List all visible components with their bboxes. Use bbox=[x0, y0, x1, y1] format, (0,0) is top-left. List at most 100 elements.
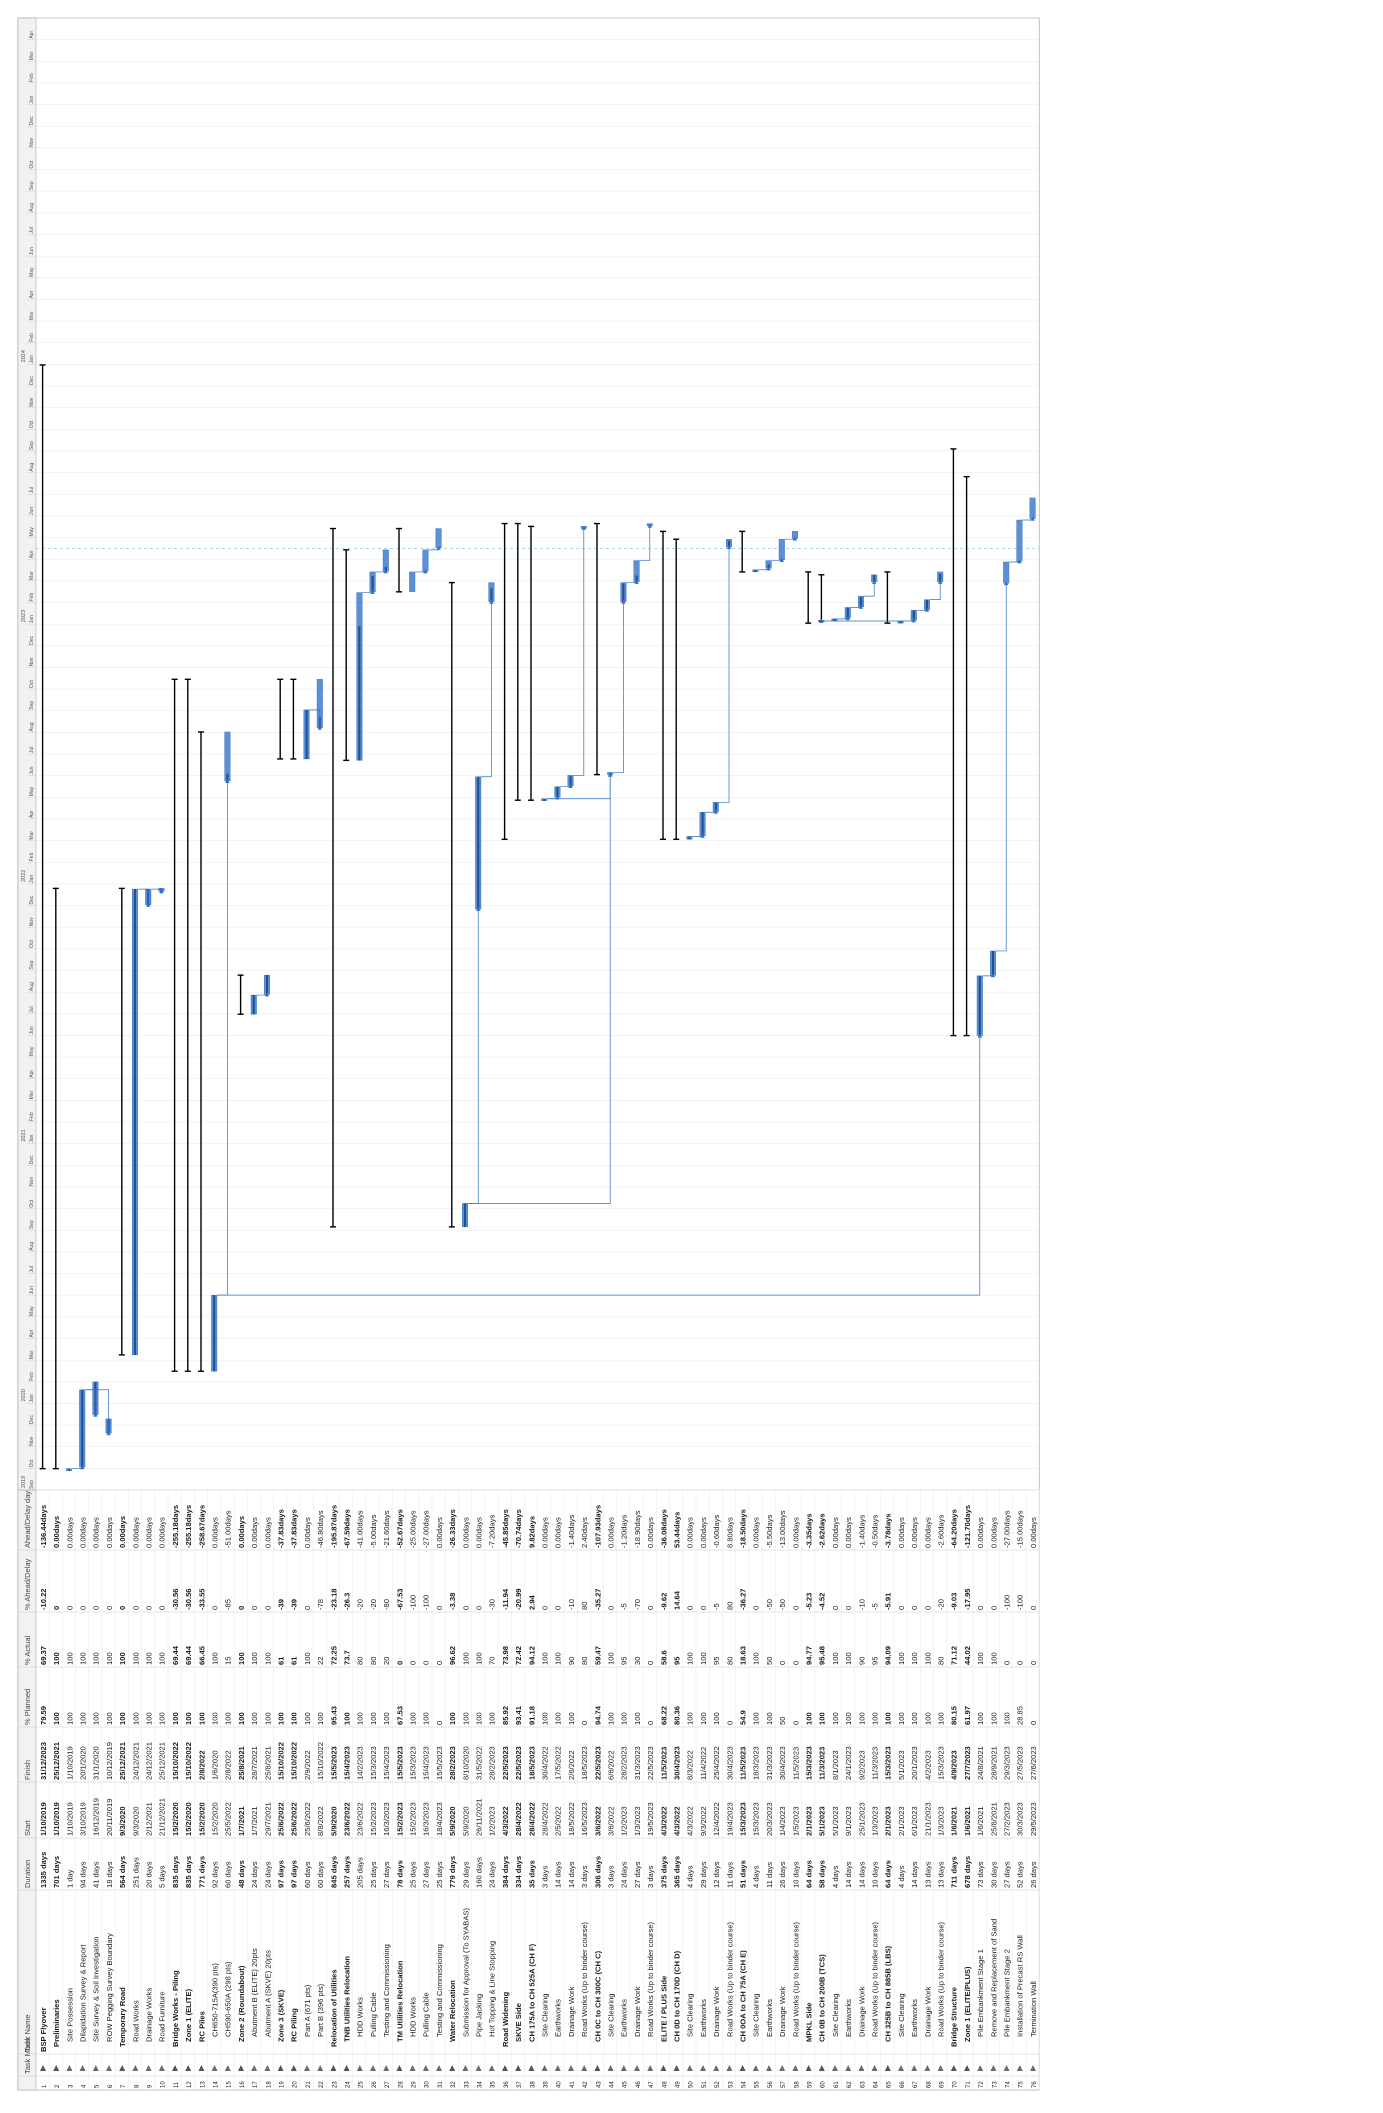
task-finish: 31/3/2023 bbox=[633, 1746, 642, 1780]
task-finish: 6/6/2022 bbox=[607, 1750, 616, 1780]
month-label: Sep bbox=[29, 701, 35, 710]
task-finish: 2/8/2022 bbox=[197, 1750, 206, 1780]
task-mode-icon bbox=[832, 2065, 838, 2071]
task-actual: 100 bbox=[79, 1652, 88, 1665]
month-label: Oct bbox=[29, 1199, 35, 1207]
task-name: CH 325B to CH 885B (LBS) bbox=[884, 1945, 893, 2042]
task-name: CH590-650A (298 pts) bbox=[224, 1961, 233, 2037]
task-finish: 15/3/2023 bbox=[937, 1746, 946, 1780]
task-name: Water Relocation bbox=[448, 1980, 457, 2042]
task-ahead-delay-pct: -67.53 bbox=[395, 1588, 404, 1610]
task-actual: 73.7 bbox=[343, 1650, 352, 1665]
task-finish: 11/4/2022 bbox=[699, 1747, 708, 1780]
task-planned: 100 bbox=[976, 1712, 985, 1725]
task-ahead-delay-days: 0.00days bbox=[646, 1517, 655, 1548]
task-actual: 100 bbox=[65, 1652, 74, 1665]
task-ahead-delay-days: -64.20days bbox=[950, 1509, 959, 1548]
task-name: Remove and Replacement of Sand bbox=[989, 1919, 998, 2037]
task-finish: 15/3/2023 bbox=[409, 1746, 418, 1780]
task-duration: 10 days bbox=[791, 1861, 800, 1888]
task-actual: 94.09 bbox=[884, 1646, 893, 1665]
task-start: 25/5/2022 bbox=[224, 1802, 233, 1836]
row-id: 14 bbox=[214, 2081, 220, 2088]
task-mode-icon bbox=[726, 2065, 733, 2071]
progress-fill bbox=[569, 776, 572, 786]
task-mode-icon bbox=[158, 2065, 165, 2071]
task-duration: 779 days bbox=[448, 1856, 457, 1888]
task-actual: 69.44 bbox=[184, 1645, 193, 1665]
task-ahead-delay-pct: -5 bbox=[712, 1603, 721, 1610]
task-planned: 0 bbox=[435, 1721, 444, 1725]
task-duration: 92 days bbox=[211, 1861, 220, 1888]
task-planned: 100 bbox=[475, 1712, 484, 1725]
row-id: 38 bbox=[530, 2081, 536, 2088]
task-mode-icon bbox=[436, 2065, 442, 2071]
progress-fill bbox=[912, 610, 915, 621]
column-header: Task Name bbox=[23, 2014, 32, 2052]
task-start: 2/1/2023 bbox=[897, 1806, 906, 1836]
task-ahead-delay-days: -18.90days bbox=[633, 1510, 642, 1548]
row-id: 43 bbox=[596, 2081, 602, 2088]
task-name: Pile Embankment Stage 2 bbox=[1003, 1949, 1012, 2037]
task-start: 1/7/2021 bbox=[250, 1806, 259, 1836]
task-finish: 15/3/2023 bbox=[805, 1746, 814, 1780]
task-start: 25/6/2022 bbox=[277, 1802, 286, 1836]
task-finish: 4/9/2023 bbox=[950, 1750, 959, 1780]
task-finish: 11/5/2023 bbox=[739, 1747, 748, 1780]
row-id: 44 bbox=[610, 2081, 616, 2088]
task-start: 30/3/2023 bbox=[1016, 1802, 1025, 1836]
task-duration: 26 days bbox=[1029, 1861, 1038, 1888]
task-actual: 95 bbox=[673, 1656, 682, 1665]
task-name: Pile Embankment Stage 1 bbox=[976, 1949, 985, 2037]
task-planned: 100 bbox=[541, 1712, 550, 1725]
task-actual: 96.62 bbox=[448, 1646, 457, 1665]
row-id: 67 bbox=[913, 2081, 919, 2088]
month-label: Nov bbox=[29, 397, 35, 406]
task-planned: 100 bbox=[1003, 1712, 1012, 1725]
row-id: 72 bbox=[979, 2081, 985, 2088]
task-planned: 100 bbox=[884, 1712, 893, 1725]
task-planned: 100 bbox=[343, 1712, 352, 1725]
task-mode-icon bbox=[53, 2065, 60, 2071]
dependency-arrow bbox=[634, 579, 639, 584]
month-label: Apr bbox=[29, 810, 35, 818]
task-ahead-delay-days: 2.40days bbox=[580, 1517, 589, 1548]
task-mode-icon bbox=[370, 2065, 376, 2071]
task-duration: 52 days bbox=[1016, 1861, 1025, 1888]
task-name: Road Works (Up to binder course) bbox=[791, 1921, 800, 2037]
task-duration: 14 days bbox=[844, 1861, 853, 1888]
row-id: 27 bbox=[385, 2081, 391, 2088]
task-actual: 100 bbox=[303, 1652, 312, 1665]
task-finish: 31/3/2023 bbox=[765, 1746, 774, 1780]
month-label: Nov bbox=[29, 137, 35, 146]
task-finish: 28/7/2021 bbox=[250, 1746, 259, 1780]
task-ahead-delay-pct: -50 bbox=[765, 1599, 774, 1610]
row-id: 2 bbox=[55, 2084, 61, 2088]
dependency-arrow bbox=[819, 618, 824, 623]
row-id: 33 bbox=[464, 2081, 470, 2088]
task-start: 25/6/2022 bbox=[303, 1802, 312, 1836]
month-label: Dec bbox=[29, 1415, 35, 1424]
task-ahead-delay-pct: -20 bbox=[937, 1599, 946, 1610]
task-ahead-delay-pct: 0 bbox=[923, 1606, 932, 1610]
task-ahead-delay-pct: -35.27 bbox=[593, 1588, 602, 1610]
progress-fill bbox=[833, 618, 836, 621]
task-actual: 100 bbox=[118, 1652, 127, 1665]
task-planned: 100 bbox=[263, 1712, 272, 1725]
task-mode-icon bbox=[884, 2065, 891, 2071]
task-finish: 25/12/2021 bbox=[118, 1741, 127, 1780]
task-ahead-delay-pct: 0 bbox=[686, 1606, 695, 1610]
row-id: 4 bbox=[82, 2084, 88, 2088]
column-header: Task Mode bbox=[23, 2038, 32, 2074]
task-actual: 59.47 bbox=[593, 1646, 602, 1665]
task-start: 1/4/2023 bbox=[778, 1806, 787, 1836]
task-mode-icon bbox=[937, 2065, 944, 2071]
task-mode-icon bbox=[475, 2065, 482, 2071]
row-id: 61 bbox=[834, 2081, 840, 2088]
task-planned: 0 bbox=[580, 1721, 589, 1725]
task-name: Drainage Work bbox=[778, 1986, 787, 2037]
dependency-arrow bbox=[647, 523, 652, 528]
task-finish: 28/9/2021 bbox=[989, 1746, 998, 1780]
task-ahead-delay-pct: -5 bbox=[871, 1603, 880, 1610]
